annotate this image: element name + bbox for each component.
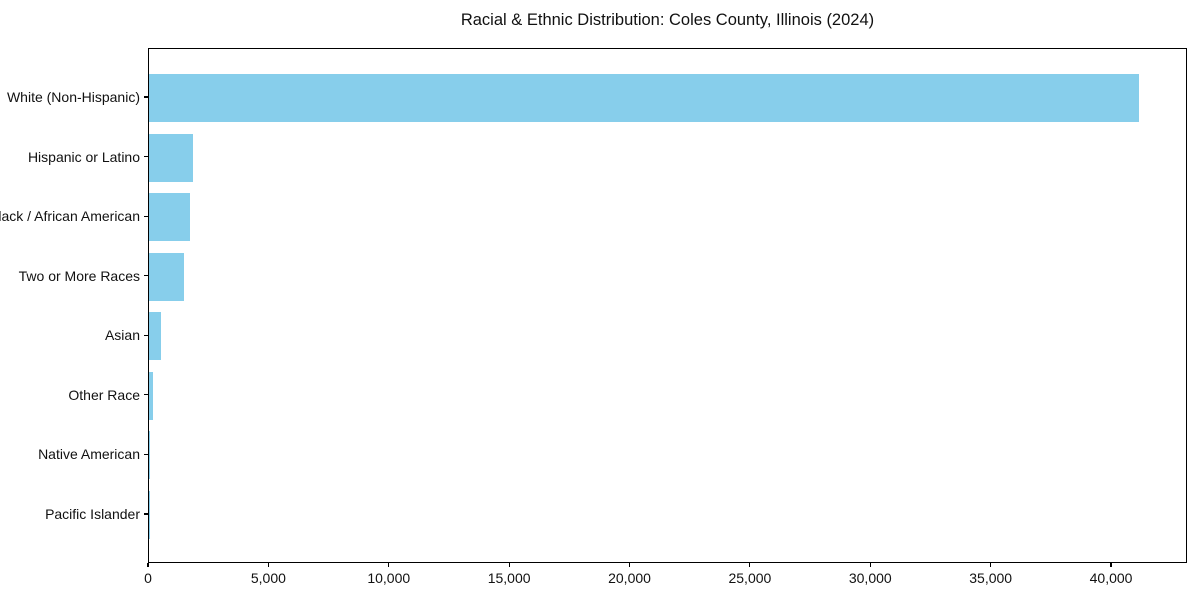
bar bbox=[149, 74, 1139, 122]
x-tick-label: 30,000 bbox=[848, 570, 892, 586]
x-tick-label: 0 bbox=[144, 570, 152, 586]
x-tick-label: 5,000 bbox=[250, 570, 286, 586]
y-tick-mark bbox=[144, 334, 148, 336]
x-tick-mark bbox=[388, 563, 390, 567]
x-tick-label: 15,000 bbox=[487, 570, 531, 586]
bar bbox=[149, 312, 162, 361]
x-tick-mark bbox=[990, 563, 992, 567]
y-tick-mark bbox=[144, 96, 148, 98]
chart-plot-area bbox=[148, 48, 1187, 563]
y-tick-label: Black / African American bbox=[0, 208, 140, 225]
x-tick-mark bbox=[147, 563, 149, 567]
y-tick-label: White (Non-Hispanic) bbox=[6, 89, 140, 105]
y-tick-mark bbox=[144, 513, 148, 515]
y-tick-mark bbox=[144, 394, 148, 396]
chart-title: Racial & Ethnic Distribution: Coles Coun… bbox=[460, 11, 875, 29]
bar bbox=[149, 371, 154, 420]
x-tick-mark bbox=[267, 563, 269, 567]
x-tick-label: 25,000 bbox=[728, 570, 772, 586]
y-tick-label: Native American bbox=[38, 446, 140, 463]
x-tick-mark bbox=[628, 563, 631, 567]
bar bbox=[149, 252, 185, 301]
x-tick-mark bbox=[749, 563, 751, 567]
y-tick-mark bbox=[144, 275, 148, 277]
bar bbox=[149, 133, 193, 182]
y-tick-mark bbox=[144, 215, 148, 217]
y-tick-label: Two or More Races bbox=[18, 267, 140, 284]
bar bbox=[149, 431, 150, 480]
y-tick-label: Asian bbox=[104, 327, 140, 344]
x-tick-label: 10,000 bbox=[367, 570, 411, 586]
x-tick-mark bbox=[1110, 563, 1112, 567]
x-tick-label: 35,000 bbox=[969, 570, 1013, 586]
y-tick-mark bbox=[144, 155, 148, 158]
y-tick-mark bbox=[144, 453, 148, 456]
x-tick-label: 40,000 bbox=[1089, 570, 1133, 586]
x-tick-mark bbox=[869, 563, 871, 567]
bar bbox=[149, 193, 190, 242]
y-tick-label: Hispanic or Latino bbox=[27, 148, 140, 165]
x-tick-label: 20,000 bbox=[608, 570, 651, 586]
y-tick-label: Other Race bbox=[68, 386, 140, 403]
y-tick-label: Pacific Islander bbox=[45, 506, 140, 522]
x-tick-mark bbox=[508, 563, 510, 567]
